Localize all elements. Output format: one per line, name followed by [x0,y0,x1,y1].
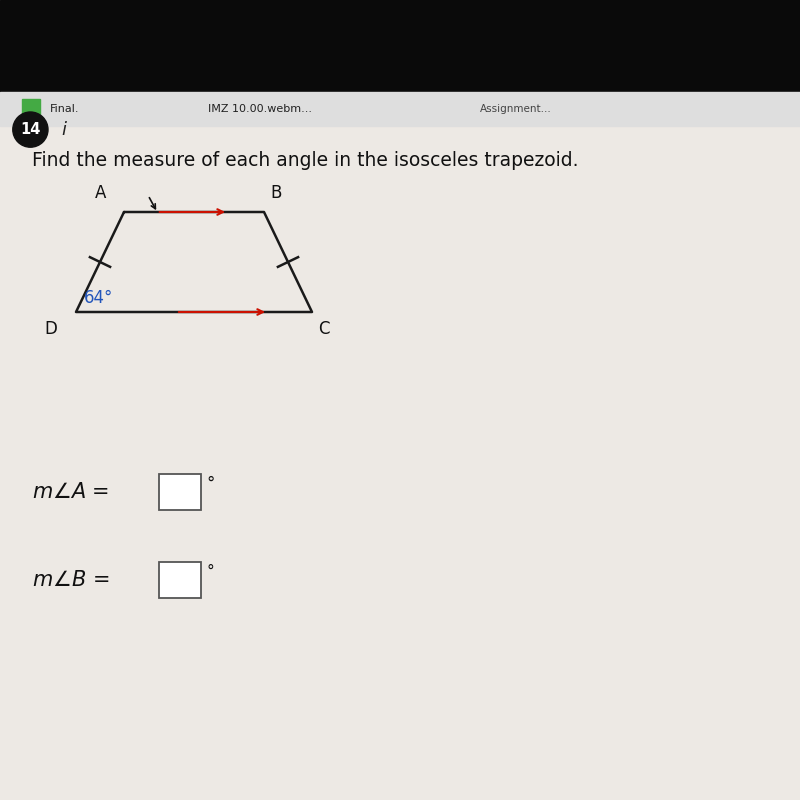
Text: i: i [62,121,66,138]
Text: D: D [45,320,58,338]
Text: m$\angle$B =: m$\angle$B = [32,570,110,590]
Text: C: C [318,320,330,338]
Text: 64°: 64° [84,289,114,306]
Text: °: ° [206,564,214,579]
Text: m$\angle$A =: m$\angle$A = [32,482,110,502]
Bar [0,92,800,126]
Text: Find the measure of each angle in the isosceles trapezoid.: Find the measure of each angle in the is… [32,150,578,170]
Text: B: B [270,184,282,202]
Text: °: ° [206,474,214,493]
FancyBboxPatch shape [159,562,201,598]
Text: IMZ 10.00.webm...: IMZ 10.00.webm... [208,104,312,114]
Bar [0,0,800,92]
Circle shape [13,112,48,147]
Bar [22,98,40,118]
Text: A: A [95,184,106,202]
Text: 14: 14 [20,122,41,137]
Bar [0,126,800,800]
Text: Final.: Final. [50,104,79,114]
FancyBboxPatch shape [159,474,201,510]
Text: Assignment...: Assignment... [480,104,552,114]
